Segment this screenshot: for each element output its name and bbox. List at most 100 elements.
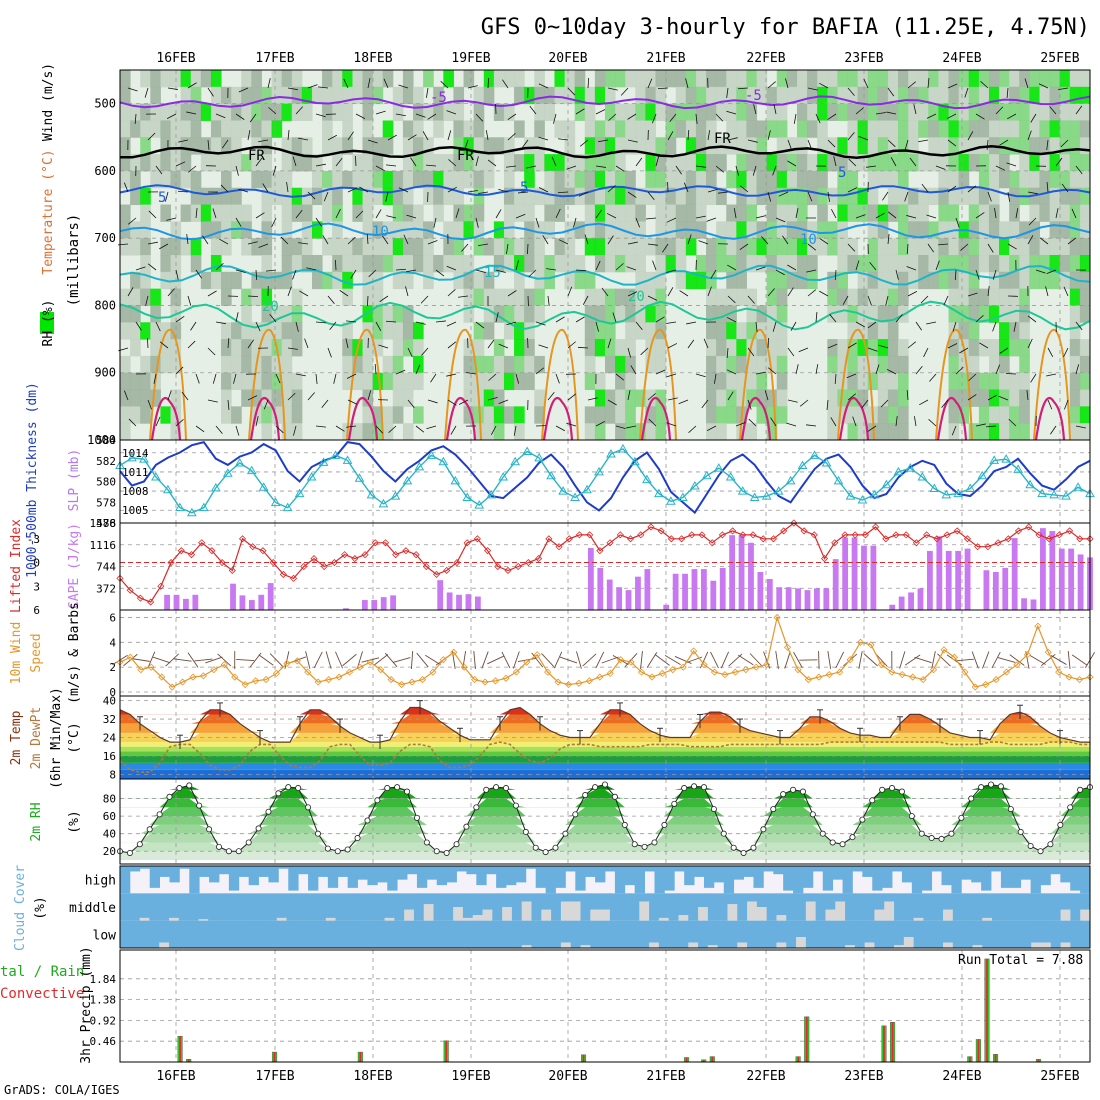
wind-barb	[710, 651, 719, 669]
rh-cell	[200, 221, 212, 239]
rh-cell	[392, 271, 404, 290]
rh-cell	[655, 288, 667, 306]
rh-cell	[988, 187, 1000, 206]
rh-cell	[130, 389, 141, 407]
slp-marker	[1037, 488, 1047, 498]
rh-cell	[1039, 137, 1051, 155]
cloud-cell	[149, 893, 160, 921]
slp-marker	[342, 455, 353, 464]
wind-barb	[375, 425, 384, 434]
rh-cell	[140, 355, 151, 374]
rh-cell	[615, 238, 626, 256]
rh-cell	[877, 288, 889, 306]
wind-barb	[1026, 390, 1029, 401]
rh-cell	[655, 103, 667, 121]
cloud-cell	[1060, 893, 1071, 910]
rh-cell	[251, 154, 262, 172]
warm-contour	[248, 328, 286, 441]
cloud-cell	[903, 920, 915, 938]
rh-cell	[130, 305, 141, 323]
rh-cell	[756, 255, 768, 273]
slp-marker	[737, 486, 748, 495]
rh-cell	[867, 305, 879, 323]
rh-cell	[281, 103, 293, 121]
rh-cell	[281, 170, 293, 189]
rh-cell	[483, 238, 495, 256]
wind-barb	[878, 344, 889, 349]
rh-cell	[1079, 288, 1091, 306]
rh-cell	[887, 271, 899, 290]
cloud-cell	[1080, 866, 1091, 894]
rh-cell	[776, 204, 788, 222]
rh-cell	[695, 170, 707, 189]
rh-cell	[837, 170, 848, 189]
wind-barb	[159, 341, 169, 349]
lifted-index-marker	[698, 531, 706, 539]
rh-cell	[1059, 137, 1071, 155]
rh-cell	[382, 423, 394, 441]
cloud-cell	[913, 893, 924, 918]
rh-marker	[750, 844, 757, 851]
rh-cell	[1049, 187, 1061, 206]
rh-cell	[655, 70, 667, 88]
rh-cell	[786, 204, 798, 222]
cape-bar	[183, 598, 189, 610]
rh-cell	[584, 187, 596, 206]
cloud-cell	[384, 893, 395, 918]
cloud-cell	[776, 920, 787, 943]
wind-barb	[612, 312, 617, 323]
rh-cell	[190, 137, 202, 155]
rh-cell	[776, 339, 788, 357]
cape-bar	[804, 590, 811, 610]
wind-barb	[335, 208, 341, 219]
rh-cell	[1019, 339, 1030, 357]
wind-barb	[655, 156, 660, 167]
rh-cell	[999, 355, 1010, 374]
wind-barb	[382, 235, 389, 245]
wind-barb	[295, 209, 303, 219]
rh-cell	[524, 86, 535, 105]
wind-barb	[819, 82, 829, 89]
rh-cell	[503, 187, 515, 206]
rh-cell	[1009, 271, 1020, 290]
rh-cell	[1009, 288, 1020, 306]
wind-barb	[1046, 373, 1057, 377]
rh-cell	[938, 204, 950, 222]
slp-marker	[1025, 479, 1035, 489]
rh-cell	[817, 103, 828, 121]
slp-marker	[1049, 489, 1059, 499]
cloud-cell	[413, 893, 425, 921]
rh-cell	[796, 271, 808, 290]
cloud-cell	[139, 893, 150, 918]
cloud-cell	[854, 893, 866, 921]
slp-marker	[558, 486, 568, 495]
wind-barb	[422, 131, 429, 141]
rh-cell	[140, 221, 151, 239]
wind-barb	[313, 651, 323, 669]
wind-barb	[247, 295, 259, 298]
lifted-index-marker	[790, 519, 798, 527]
slp-marker	[270, 497, 281, 507]
cloud-cell	[654, 866, 665, 894]
wind-speed-marker	[189, 673, 197, 681]
rh-cell	[180, 204, 192, 222]
cape-bar	[239, 595, 246, 610]
wind-barb	[784, 651, 791, 669]
wind-barb	[447, 130, 452, 141]
wind-barb	[528, 269, 537, 278]
rh-cell	[988, 154, 1000, 172]
rh-cell	[150, 389, 161, 407]
rh-cell	[281, 372, 293, 391]
rh-cell	[473, 372, 485, 391]
rh-cell	[140, 406, 151, 424]
rh-cell	[645, 103, 657, 121]
wind-barb	[635, 321, 643, 330]
rh-cell	[605, 305, 616, 323]
wind-barb	[799, 399, 809, 407]
wind-barb	[557, 191, 569, 194]
cloud-cell	[355, 893, 366, 921]
rh-cell	[261, 221, 273, 239]
wind-barb	[295, 373, 306, 377]
rh-cell	[362, 406, 374, 424]
